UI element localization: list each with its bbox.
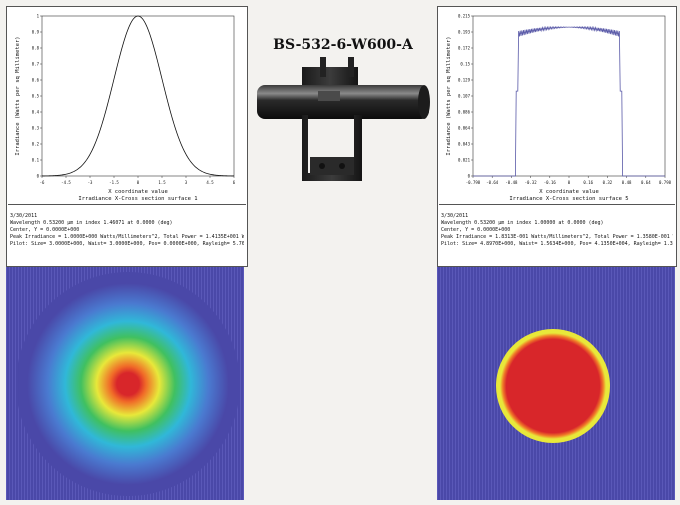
x-tick-label: -0.48: [505, 180, 518, 185]
x-tick-label: 6: [233, 180, 236, 185]
x-tick-label: 0.64: [641, 180, 651, 185]
y-tick-label: 0.215: [458, 14, 471, 19]
y-tick-label: 0.15: [460, 62, 470, 67]
flattop-line-chart: -0.798 -0.64 -0.48 -0.32 -0.16 0 0.16 0.32 0.48 0…: [446, 14, 672, 203]
x-tick-label: -3: [88, 180, 93, 185]
x-tick-label: -0.32: [525, 180, 538, 185]
series-line: [41, 15, 235, 177]
y-tick-label: 0.064: [458, 126, 471, 131]
x-tick-label: -0.798: [466, 180, 481, 185]
info-line: Peak Irradiance = 1.8313E-001 Watts/Mill…: [441, 234, 673, 240]
gaussian-irradiance-map: [6, 267, 244, 500]
y-tick-label: 0.172: [458, 46, 471, 51]
x-tick-label: 0.48: [622, 180, 632, 185]
flattop-info-block: 3/30/2011 Wavelength 0.53200 µm in index…: [441, 213, 673, 248]
x-tick-label: 0.798: [659, 180, 672, 185]
x-tick-label: -6: [40, 180, 45, 185]
y-tick-label: 0.043: [458, 142, 471, 147]
y-tick-label: 0.1: [32, 158, 40, 163]
y-tick-label: 0.7: [32, 62, 40, 67]
y-tick-label: 0.4: [32, 110, 40, 115]
y-tick-label: 0.8: [32, 46, 40, 51]
plot-frame: [472, 15, 666, 177]
x-tick-label: -4.5: [61, 180, 71, 185]
x-tick-label: -0.16: [544, 180, 557, 185]
y-axis-label: Irradiance (Watts per sq Millimeter): [15, 36, 21, 155]
gaussian-line-chart: -6 -4.5 -3 -1.5 0 1.5 3 4.5 6 0 0.1 0.2 0.3 0.4 0.5 0.6…: [15, 14, 236, 203]
y-tick-label: 1: [37, 14, 40, 19]
x-axis-label: X coordinate value: [108, 189, 168, 195]
info-line: Peak Irradiance = 1.0000E+000 Watts/Mill…: [10, 234, 244, 240]
chart-title: Irradiance X-Cross section surface 1: [78, 196, 197, 202]
info-line: Wavelength 0.53200 µm in index 1.46071 a…: [10, 220, 173, 226]
gaussian-chart-area: -6 -4.5 -3 -1.5 0 1.5 3 4.5 6 0 0.1 0.2 0.3 0.4 0.5 0.6…: [8, 8, 246, 205]
y-tick-label: 0: [37, 174, 40, 179]
info-line: Center, Y = 0.0000E+000: [441, 227, 511, 233]
beam-shaper-photo: [257, 57, 430, 181]
x-tick-label: 1.5: [158, 180, 166, 185]
gaussian-info-block: 3/30/2011 Wavelength 0.53200 µm in index…: [10, 213, 244, 248]
x-tick-label: 0.32: [603, 180, 613, 185]
info-line: Pilot: Size= 4.8970E+000, Waist= 1.5634E…: [441, 241, 673, 247]
y-tick-label: 0.021: [458, 158, 471, 163]
y-tick-label: 0.193: [458, 30, 471, 35]
flattop-cross-section-panel: -0.798 -0.64 -0.48 -0.32 -0.16 0 0.16 0.32 0.48 0…: [437, 6, 677, 267]
flattop-chart-area: -0.798 -0.64 -0.48 -0.32 -0.16 0 0.16 0.32 0.48 0…: [439, 8, 675, 205]
y-tick-label: 0.129: [458, 78, 471, 83]
x-tick-label: 4.5: [206, 180, 214, 185]
x-tick-label: -0.64: [486, 180, 499, 185]
info-line: 3/30/2011: [441, 213, 469, 219]
y-tick-label: 0.6: [32, 78, 40, 83]
x-tick-label: 0: [568, 180, 571, 185]
plot-frame: [41, 15, 235, 177]
chart-title: Irradiance X-Cross section surface 5: [509, 196, 628, 202]
y-tick-label: 0.5: [32, 94, 40, 99]
y-tick-label: 0.107: [458, 94, 471, 99]
flattop-irradiance-map: [437, 267, 675, 500]
gaussian-cross-section-panel: -6 -4.5 -3 -1.5 0 1.5 3 4.5 6 0 0.1 0.2 0.3 0.4 0.5 0.6…: [6, 6, 248, 267]
x-tick-label: 3: [185, 180, 188, 185]
y-tick-label: 0.086: [458, 110, 471, 115]
y-tick-label: 0: [468, 174, 471, 179]
x-axis-label: X coordinate value: [539, 189, 599, 195]
x-tick-label: 0.16: [583, 180, 593, 185]
x-tick-label: -1.5: [109, 180, 119, 185]
y-tick-label: 0.9: [32, 30, 40, 35]
x-tick-label: 0: [137, 180, 140, 185]
series-line: [473, 25, 665, 177]
y-axis-label: Irradiance (Watts per sq Millimeter): [446, 36, 452, 155]
y-tick-label: 0.3: [32, 126, 40, 131]
info-line: 3/30/2011: [10, 213, 38, 219]
info-line: Pilot: Size= 3.0000E+000, Waist= 3.0000E…: [10, 241, 244, 247]
info-line: Center, Y = 0.0000E+000: [10, 227, 80, 233]
product-title: BS-532-6-W600-A: [273, 37, 413, 53]
y-tick-label: 0.2: [32, 142, 40, 147]
info-line: Wavelength 0.53200 µm in index 1.00000 a…: [441, 220, 604, 226]
